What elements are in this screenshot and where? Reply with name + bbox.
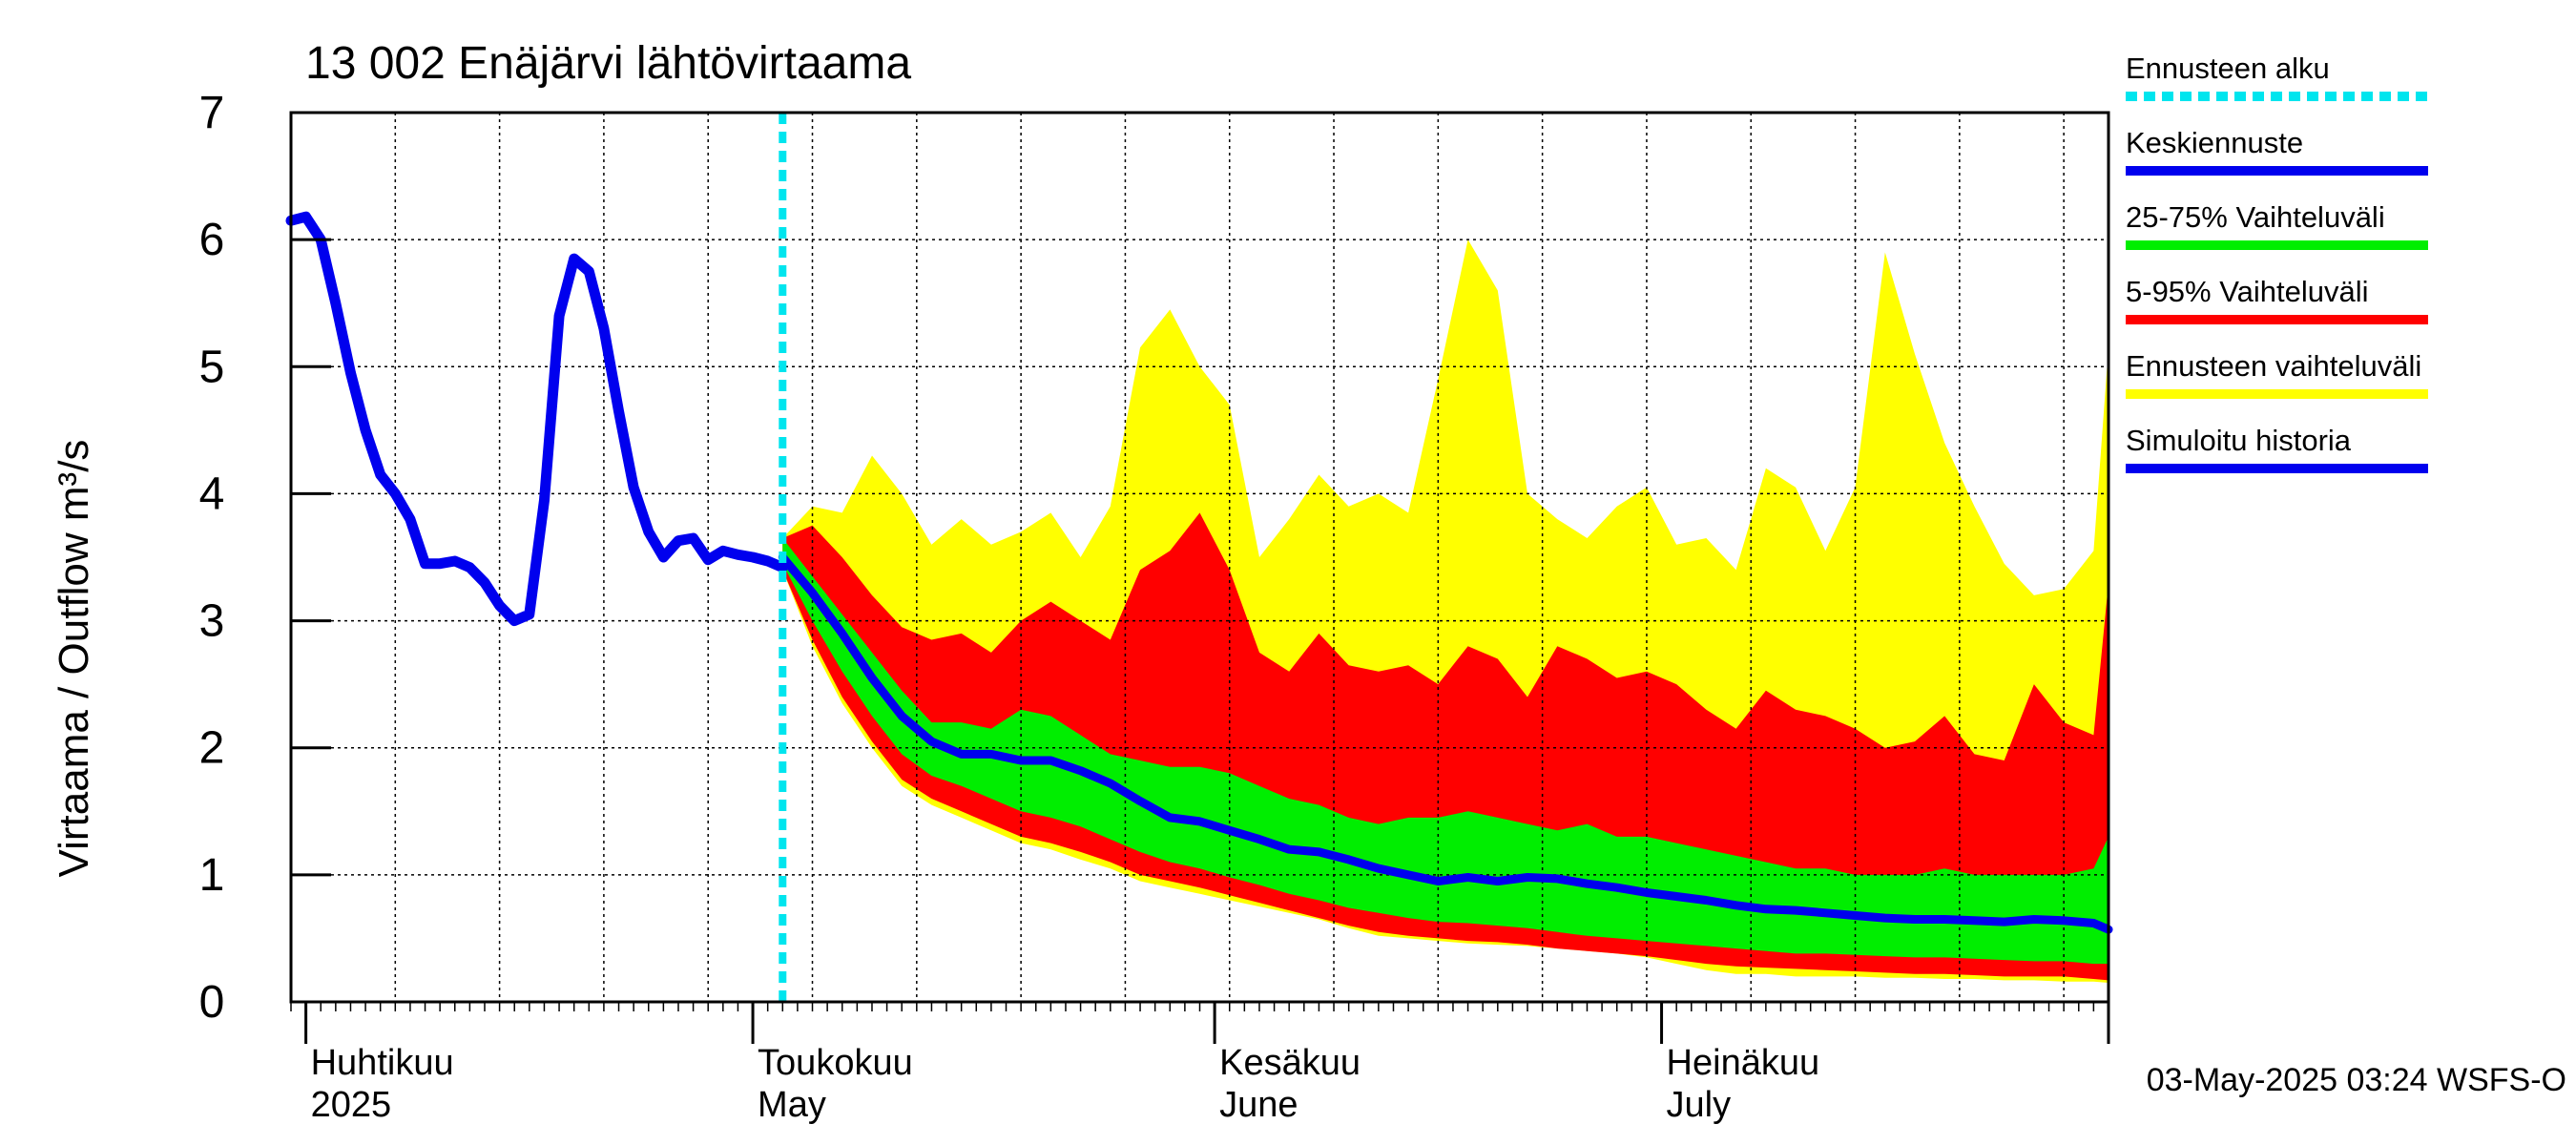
y-tick-label: 6 <box>199 215 225 265</box>
y-axis-label: Virtaama / Outflow m³/s <box>51 440 97 878</box>
legend-label-forecast-start: Ennusteen alku <box>2126 52 2330 85</box>
legend-label-history: Simuloitu historia <box>2126 424 2352 457</box>
x-month-sublabel: July <box>1667 1085 1732 1125</box>
x-month-label: Heinäkuu <box>1667 1043 1820 1083</box>
mean-forecast-line <box>778 552 2113 934</box>
x-month-label: Toukokuu <box>758 1043 913 1083</box>
y-tick-label: 1 <box>199 850 225 901</box>
y-tick-label: 3 <box>199 596 225 647</box>
y-tick-label: 0 <box>199 977 225 1028</box>
grid-lines <box>291 113 2109 1002</box>
y-tick-label: 4 <box>199 468 225 519</box>
x-month-sublabel: May <box>758 1085 826 1125</box>
y-tick-label: 5 <box>199 342 225 392</box>
footer-timestamp: 03-May-2025 03:24 WSFS-O <box>2147 1062 2566 1098</box>
y-tick-label: 7 <box>199 88 225 138</box>
legend-label-mean: Keskiennuste <box>2126 126 2303 159</box>
legend-label-band-5-95: 5-95% Vaihteluväli <box>2126 275 2368 308</box>
forecast-bands <box>782 239 2109 984</box>
x-month-sublabel: June <box>1219 1085 1298 1125</box>
x-month-label: Kesäkuu <box>1219 1043 1361 1083</box>
history-line <box>285 211 788 627</box>
legend: Ennusteen alku Keskiennuste 25-75% Vaihtel… <box>2126 52 2428 473</box>
series-lines <box>285 113 2113 1002</box>
chart-title: 13 002 Enäjärvi lähtövirtaama <box>305 38 911 89</box>
legend-label-band-25-75: 25-75% Vaihteluväli <box>2126 200 2385 234</box>
y-axis-ticks: 0 1 2 3 4 5 6 7 <box>199 88 331 1028</box>
legend-label-band-forecast: Ennusteen vaihteluväli <box>2126 349 2421 383</box>
x-month-label: Huhtikuu <box>311 1043 454 1083</box>
y-tick-label: 2 <box>199 723 225 774</box>
x-month-sublabel: 2025 <box>311 1085 392 1125</box>
band-5-95 <box>782 512 2109 981</box>
